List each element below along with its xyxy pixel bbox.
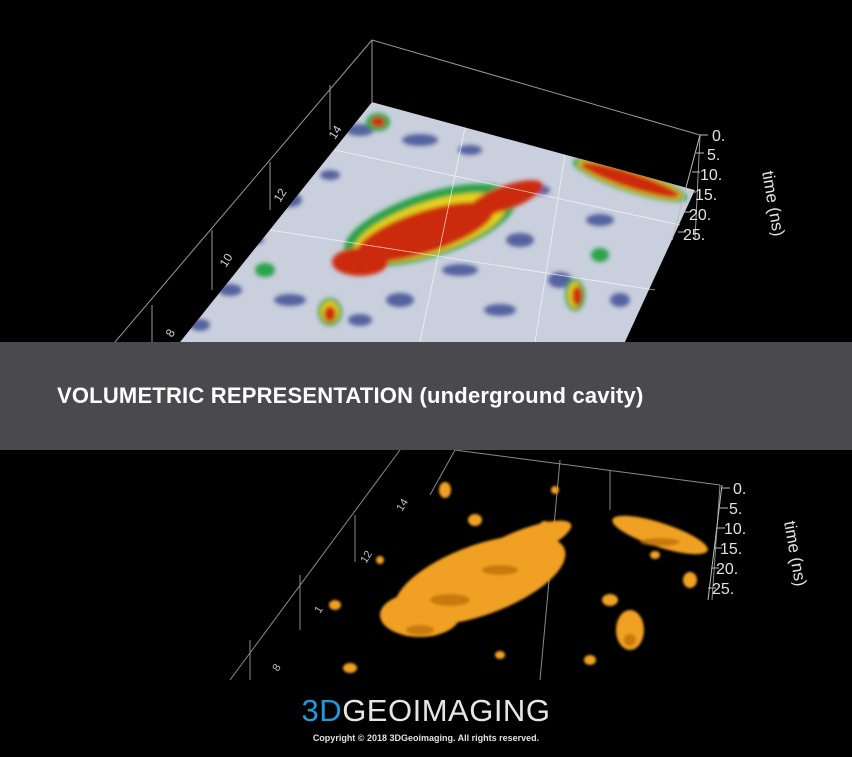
depth-tick-label: 14 [394, 497, 411, 514]
time-tick-label: 0. [733, 481, 746, 498]
logo-3d: 3D [301, 693, 343, 728]
time-tick-label: 25. [683, 227, 705, 244]
volumetric-cavity-view: 14 12 1 8 0. 5. 10. 15. 20. 25. time (ns… [229, 450, 810, 680]
depth-tick-label: 8 [270, 662, 283, 674]
time-tick-label: 15. [720, 541, 742, 558]
time-tick-label: 10. [724, 521, 746, 538]
time-tick-label: 5. [729, 501, 742, 518]
logo-geoimaging: GEOIMAGING [342, 693, 551, 728]
depth-tick-label: 14 [326, 123, 345, 142]
slice-grid-lines [269, 127, 681, 342]
band-title: VOLUMETRIC REPRESENTATION (underground c… [57, 383, 644, 408]
amplitude-slice [180, 102, 695, 342]
time-axis-title: time (ns) [758, 169, 788, 237]
time-axis-ticks [671, 134, 708, 241]
time-tick-label: 5. [707, 147, 720, 164]
bounding-box-wireframe [229, 450, 721, 680]
depth-tick-label: 1 [312, 604, 325, 616]
time-tick-label: 25. [712, 581, 734, 598]
footer [0, 680, 852, 757]
time-axis-title: time (ns) [780, 519, 810, 587]
time-tick-label: 0. [712, 128, 725, 145]
ground-penetrating-radar-slice-view: 14 12 10 8 0. 5. 10. 15. 20. 25. time (n… [114, 39, 788, 342]
time-tick-label: 10. [700, 167, 722, 184]
depth-tick-label: 12 [271, 186, 290, 205]
time-tick-label: 20. [716, 561, 738, 578]
time-tick-label: 20. [689, 207, 711, 224]
title-band [0, 342, 852, 450]
depth-tick-label: 8 [163, 326, 179, 339]
cavity-volume [329, 482, 708, 673]
time-axis-ticks [707, 484, 730, 601]
depth-tick-label: 12 [358, 549, 375, 566]
time-tick-label: 15. [695, 187, 717, 204]
company-logo: 3DGEOIMAGING [0, 693, 852, 729]
copyright-notice: Copyright © 2018 3DGeoimaging. All right… [312, 733, 540, 743]
depth-tick-label: 10 [217, 251, 236, 270]
